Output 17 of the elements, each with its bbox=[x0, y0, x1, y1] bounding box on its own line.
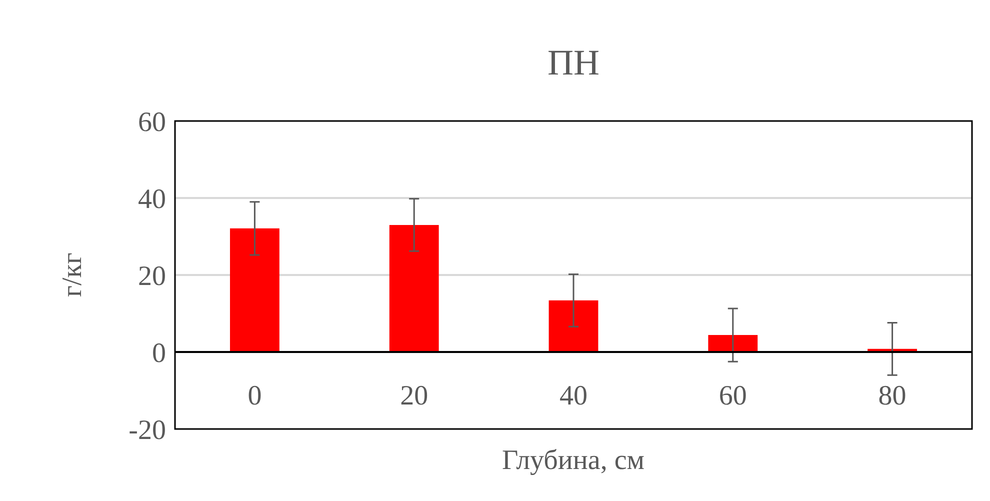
x-tick-label: 0 bbox=[248, 380, 262, 412]
x-tick-label: 60 bbox=[718, 380, 747, 412]
chart-title: ПН bbox=[548, 42, 600, 83]
y-tick-label: 40 bbox=[138, 184, 166, 215]
y-tick-label: -20 bbox=[128, 414, 166, 446]
y-tick-label: 60 bbox=[138, 106, 166, 138]
bar bbox=[389, 224, 439, 352]
y-tick-label: 0 bbox=[152, 338, 166, 369]
y-axis-title: г/кг bbox=[57, 252, 88, 297]
x-tick-label: 40 bbox=[560, 380, 588, 412]
y-tick-label: 20 bbox=[138, 260, 166, 292]
x-axis-title: Глубина, см bbox=[502, 445, 645, 476]
x-tick-label: 80 bbox=[878, 380, 906, 412]
bar bbox=[708, 335, 758, 352]
bar bbox=[548, 300, 598, 352]
bar bbox=[230, 228, 280, 352]
x-tick-label: 20 bbox=[400, 380, 428, 412]
